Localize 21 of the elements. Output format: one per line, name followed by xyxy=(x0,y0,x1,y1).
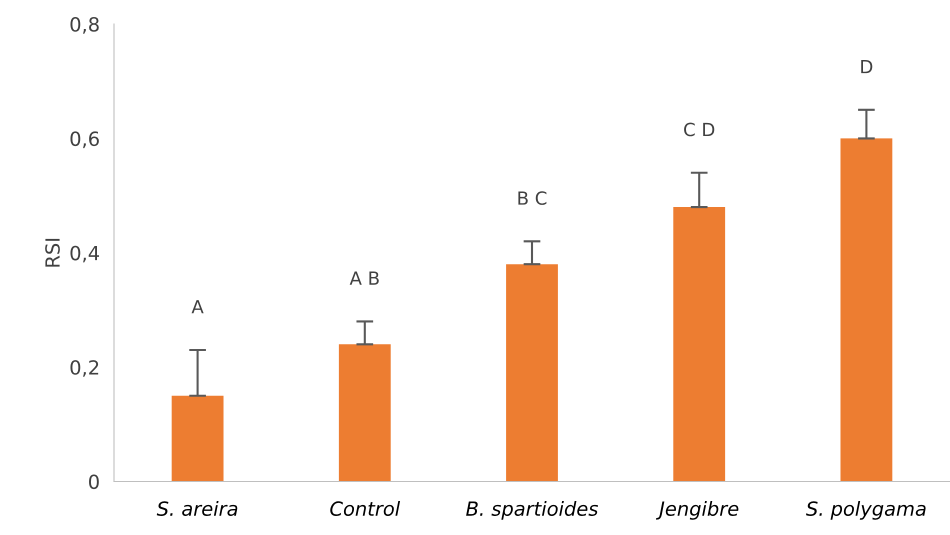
annotation: A xyxy=(192,300,204,314)
y-tick-label: 0,2 xyxy=(70,360,98,377)
x-tick-label: B. spartioides xyxy=(466,500,598,520)
bar xyxy=(673,207,726,482)
x-tick-label: S. polygama xyxy=(806,500,926,520)
x-tick-label: Control xyxy=(330,500,400,516)
y-axis-title: RSI xyxy=(45,238,60,267)
x-tick-label: S. areira xyxy=(156,500,238,516)
y-tick-label: 0,4 xyxy=(70,246,100,262)
bar xyxy=(338,344,391,482)
y-tick-label: 0,8 xyxy=(70,17,99,34)
annotation: C D xyxy=(684,122,714,136)
annotation: D xyxy=(861,60,872,74)
annotation: A B xyxy=(350,272,379,285)
bar xyxy=(506,264,558,482)
bar xyxy=(172,396,224,482)
bar xyxy=(840,138,892,482)
x-tick-label: Jengibre xyxy=(656,500,738,520)
y-tick-label: 0 xyxy=(89,474,99,490)
annotation: B C xyxy=(518,191,546,205)
y-tick-label: 0,6 xyxy=(70,131,99,148)
